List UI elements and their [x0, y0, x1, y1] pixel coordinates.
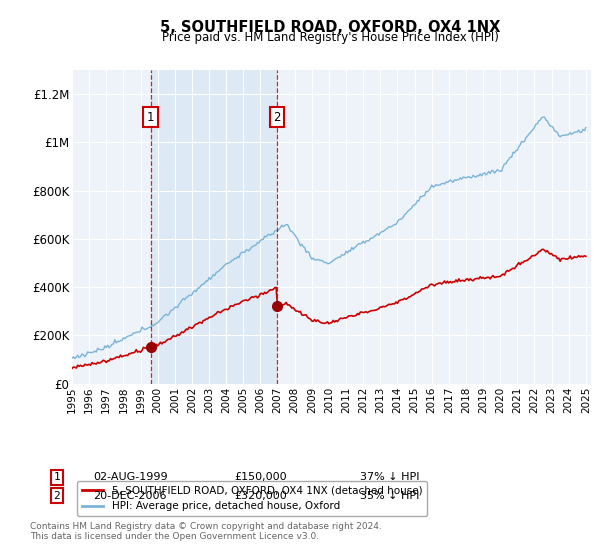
Text: 37% ↓ HPI: 37% ↓ HPI	[360, 472, 419, 482]
Text: 2: 2	[53, 491, 61, 501]
Text: Contains HM Land Registry data © Crown copyright and database right 2024.: Contains HM Land Registry data © Crown c…	[30, 522, 382, 531]
Text: This data is licensed under the Open Government Licence v3.0.: This data is licensed under the Open Gov…	[30, 532, 319, 541]
Text: 2: 2	[273, 110, 281, 124]
Text: 35% ↓ HPI: 35% ↓ HPI	[360, 491, 419, 501]
Text: 20-DEC-2006: 20-DEC-2006	[93, 491, 167, 501]
Text: £150,000: £150,000	[234, 472, 287, 482]
Text: £320,000: £320,000	[234, 491, 287, 501]
Text: 02-AUG-1999: 02-AUG-1999	[93, 472, 167, 482]
Text: Price paid vs. HM Land Registry's House Price Index (HPI): Price paid vs. HM Land Registry's House …	[161, 31, 499, 44]
Legend: 5, SOUTHFIELD ROAD, OXFORD, OX4 1NX (detached house), HPI: Average price, detach: 5, SOUTHFIELD ROAD, OXFORD, OX4 1NX (det…	[77, 480, 427, 516]
Bar	[151, 70, 277, 384]
Text: 1: 1	[53, 472, 61, 482]
Text: 5, SOUTHFIELD ROAD, OXFORD, OX4 1NX: 5, SOUTHFIELD ROAD, OXFORD, OX4 1NX	[160, 20, 500, 35]
Text: 1: 1	[147, 110, 154, 124]
